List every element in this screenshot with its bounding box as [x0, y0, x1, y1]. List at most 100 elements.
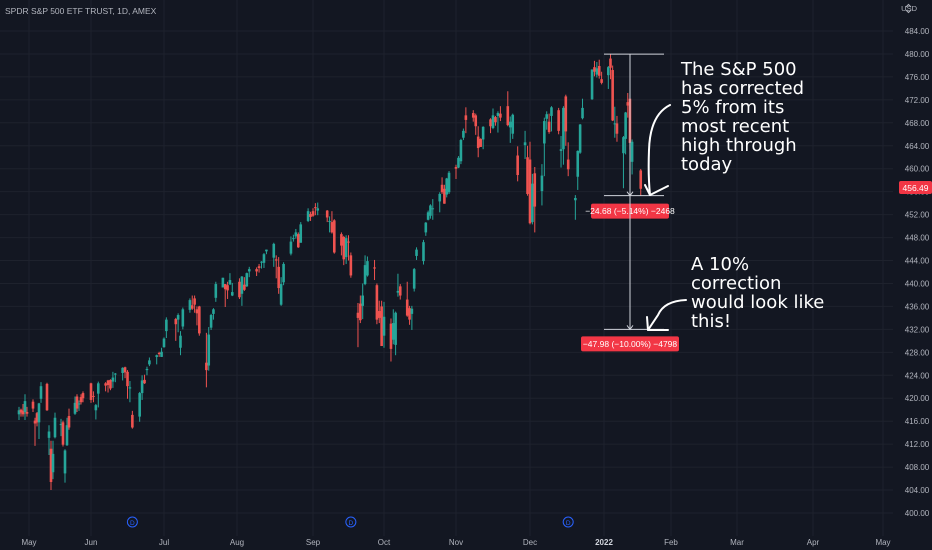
- candle-body: [410, 308, 414, 314]
- candle-body: [176, 315, 180, 320]
- candle-body: [349, 255, 353, 276]
- time-axis[interactable]: May Jun Jul Aug Sep Oct Nov Dec 2022 Feb Mar Apr May: [21, 538, 890, 547]
- candle: [311, 208, 315, 217]
- candle: [306, 208, 310, 223]
- annotation-5pct-line: high through: [681, 135, 797, 156]
- candle: [31, 399, 35, 413]
- candle-body: [491, 115, 495, 128]
- candle: [75, 394, 79, 413]
- candle-body: [49, 448, 53, 483]
- candle: [262, 253, 266, 268]
- candle-body: [508, 121, 512, 128]
- candle: [373, 259, 376, 281]
- candle-body: [296, 234, 300, 248]
- candle: [523, 130, 527, 159]
- annotation-5pct-line: has corrected: [681, 78, 804, 99]
- annotation-5pct-line: most recent: [681, 116, 789, 137]
- candle-body: [422, 242, 425, 262]
- candle-body: [272, 243, 276, 258]
- candle-body: [228, 280, 232, 285]
- candle-body: [424, 222, 428, 233]
- candle-body: [330, 222, 334, 233]
- candle: [349, 252, 353, 278]
- candle-body: [394, 312, 397, 345]
- dividend-marker-icon[interactable]: D: [126, 516, 138, 528]
- x-tick-label: Jul: [159, 538, 169, 547]
- candle-body: [314, 207, 317, 209]
- candle: [160, 347, 163, 357]
- candle-body: [445, 178, 449, 195]
- last-price-value: 456.49: [903, 183, 929, 193]
- candle: [479, 138, 482, 147]
- candle: [543, 117, 546, 177]
- y-tick-label: 472.00: [905, 96, 930, 105]
- candle: [123, 366, 127, 379]
- candle-body: [462, 130, 465, 138]
- candle: [511, 113, 515, 139]
- candle: [162, 337, 166, 348]
- candle-body: [531, 183, 534, 223]
- candle-body: [123, 367, 127, 373]
- candle-body: [289, 241, 293, 254]
- x-tick-label: Dec: [523, 538, 537, 547]
- candle-body: [174, 319, 178, 325]
- candle: [325, 210, 329, 223]
- candle: [292, 234, 295, 242]
- candle: [104, 382, 107, 392]
- candle-body: [366, 261, 369, 276]
- candle: [106, 379, 110, 393]
- x-tick-label: May: [875, 538, 890, 547]
- candle: [540, 164, 544, 206]
- candle-body: [195, 309, 199, 314]
- candle: [344, 235, 348, 264]
- candle: [361, 283, 364, 320]
- candle-body: [140, 380, 144, 394]
- candle: [19, 408, 23, 417]
- candle: [25, 406, 29, 417]
- candle-body: [114, 373, 117, 375]
- candle-body: [265, 249, 268, 252]
- candle-body: [408, 308, 411, 320]
- candle-body: [559, 149, 563, 151]
- candle-body: [212, 309, 215, 314]
- candle-body: [454, 166, 458, 169]
- candle: [81, 391, 85, 403]
- candle-body: [121, 367, 124, 373]
- candle: [624, 111, 627, 155]
- y-tick-label: 432.00: [905, 325, 930, 334]
- candle: [491, 108, 495, 130]
- candle: [566, 142, 570, 177]
- dividend-marker-icon[interactable]: D: [562, 516, 574, 528]
- candle-body: [309, 214, 312, 217]
- candle-body: [447, 172, 451, 193]
- candle: [405, 281, 409, 317]
- x-tick-label: Sep: [306, 538, 321, 547]
- candle-body: [489, 119, 492, 127]
- candle: [282, 262, 285, 286]
- candle-body: [342, 236, 346, 260]
- candle-body: [198, 306, 201, 334]
- candle-body: [207, 334, 211, 366]
- candle-body: [205, 362, 208, 371]
- x-tick-label: 2022: [595, 538, 613, 547]
- candle: [257, 263, 261, 273]
- candle: [499, 106, 502, 122]
- candle: [330, 211, 334, 234]
- last-price-label: 456.49: [899, 181, 932, 194]
- x-tick-label: Oct: [378, 538, 391, 547]
- chevron-up-down-icon[interactable]: [905, 3, 912, 14]
- candle-body: [593, 67, 596, 72]
- candle-body: [426, 212, 430, 220]
- candle: [181, 307, 185, 330]
- candle: [396, 273, 400, 297]
- candle: [440, 177, 444, 194]
- candle-body: [377, 311, 381, 318]
- currency-label[interactable]: USD: [901, 4, 917, 13]
- candle: [389, 318, 393, 362]
- dividend-marker-icon[interactable]: D: [345, 516, 357, 528]
- candle: [128, 381, 132, 403]
- candle: [61, 420, 65, 447]
- candle-body: [547, 121, 551, 132]
